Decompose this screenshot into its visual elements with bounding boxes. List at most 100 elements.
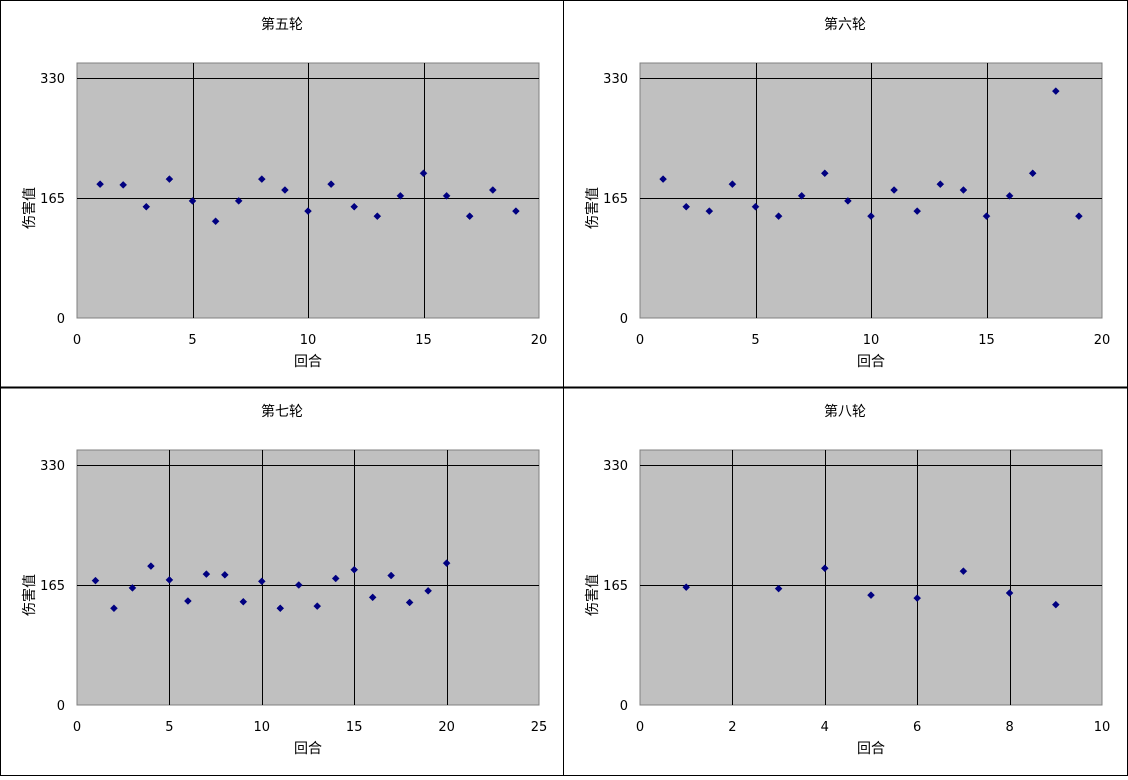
data-point	[959, 186, 968, 194]
data-point	[220, 570, 229, 579]
y-tick-label: 165	[40, 192, 65, 207]
data-point	[110, 604, 118, 613]
data-point	[936, 180, 945, 189]
data-point	[119, 181, 128, 189]
y-tick-label: 330	[40, 459, 65, 474]
x-tick-label: 20	[438, 720, 455, 735]
data-point	[396, 191, 405, 200]
x-tick-label: 8	[1005, 720, 1013, 735]
y-tick-label: 165	[603, 579, 628, 594]
data-point	[276, 604, 285, 613]
chart-panel-2: 第六轮 0 5 10 15 20 0 165 330 回合 伤害值	[585, 16, 1110, 370]
x-tick-label: 4	[821, 720, 829, 735]
data-point	[728, 180, 737, 189]
data-point	[751, 202, 760, 211]
chart-title: 第八轮	[824, 403, 866, 420]
chart-title: 第七轮	[261, 403, 303, 420]
data-point	[682, 202, 691, 211]
y-tick-label: 0	[620, 312, 628, 327]
plot-area	[76, 449, 540, 706]
data-point	[142, 202, 151, 211]
data-point	[442, 559, 451, 568]
data-point	[331, 574, 340, 583]
y-tick-label: 330	[603, 459, 628, 474]
data-point	[1075, 212, 1083, 221]
x-tick-label: 5	[188, 333, 196, 348]
data-point	[913, 207, 922, 215]
y-tick-label: 165	[40, 579, 65, 594]
data-point	[512, 207, 520, 215]
y-tick-label: 165	[603, 192, 628, 207]
data-point	[1005, 191, 1014, 200]
x-tick-label: 5	[751, 333, 759, 348]
x-tick-label: 15	[415, 333, 432, 348]
y-axis-label: 伤害值	[22, 574, 38, 616]
data-point	[96, 180, 104, 189]
x-tick-label: 15	[978, 333, 995, 348]
data-point	[890, 186, 898, 194]
chart-title: 第六轮	[824, 16, 866, 33]
y-axis-label: 伤害值	[22, 187, 38, 229]
x-tick-label: 20	[1094, 333, 1111, 348]
data-point	[1028, 169, 1037, 178]
data-point	[959, 567, 968, 576]
x-tick-label: 10	[254, 720, 271, 735]
data-point	[350, 202, 359, 211]
data-point	[373, 212, 382, 221]
data-point	[424, 586, 432, 595]
data-point	[1051, 600, 1060, 609]
data-point	[239, 597, 248, 606]
data-point	[327, 180, 335, 189]
x-tick-label: 15	[346, 720, 363, 735]
x-tick-label: 2	[728, 720, 736, 735]
x-tick-label: 10	[300, 333, 317, 348]
data-point	[867, 591, 875, 600]
data-point	[257, 175, 266, 183]
data-point	[867, 212, 875, 221]
x-axis-label: 回合	[294, 741, 322, 757]
data-point	[294, 581, 303, 589]
x-tick-label: 25	[531, 720, 548, 735]
data-point	[419, 169, 428, 178]
x-axis-label: 回合	[294, 354, 322, 370]
data-point	[774, 212, 783, 221]
y-tick-label: 0	[57, 699, 65, 714]
y-axis-label: 伤害值	[585, 574, 601, 616]
y-tick-label: 330	[40, 72, 65, 87]
data-point	[350, 565, 359, 574]
x-tick-label: 0	[636, 333, 644, 348]
data-point	[257, 577, 266, 586]
data-point	[188, 197, 197, 205]
data-point	[797, 191, 806, 200]
y-tick-label: 0	[57, 312, 65, 327]
x-tick-label: 10	[1094, 720, 1111, 735]
data-point	[202, 570, 211, 578]
data-point	[659, 175, 667, 183]
data-point	[405, 598, 414, 607]
data-point	[91, 576, 100, 585]
data-point	[304, 207, 312, 215]
y-tick-label: 330	[603, 72, 628, 87]
chart-panel-1: 第五轮 0 5 10 15 20 0 165 330 回合 伤害值	[22, 16, 547, 370]
data-point	[488, 186, 497, 194]
data-point	[165, 175, 174, 183]
data-point	[820, 169, 829, 178]
x-tick-label: 10	[863, 333, 880, 348]
data-point	[211, 217, 220, 226]
chart-title: 第五轮	[261, 16, 303, 33]
data-point	[313, 602, 322, 610]
x-tick-label: 6	[913, 720, 921, 735]
y-tick-label: 0	[620, 699, 628, 714]
data-point	[913, 594, 922, 602]
x-tick-label: 20	[531, 333, 548, 348]
data-point	[184, 597, 192, 605]
data-point	[465, 212, 474, 221]
chart-panel-4: 第八轮 0 2 4 6 8 10 0 165 330 回合 伤害值	[585, 403, 1110, 757]
x-tick-label: 0	[73, 333, 81, 348]
x-tick-label: 5	[165, 720, 173, 735]
plot-area	[639, 449, 1103, 706]
data-point	[147, 562, 155, 570]
y-axis-label: 伤害值	[585, 187, 601, 229]
